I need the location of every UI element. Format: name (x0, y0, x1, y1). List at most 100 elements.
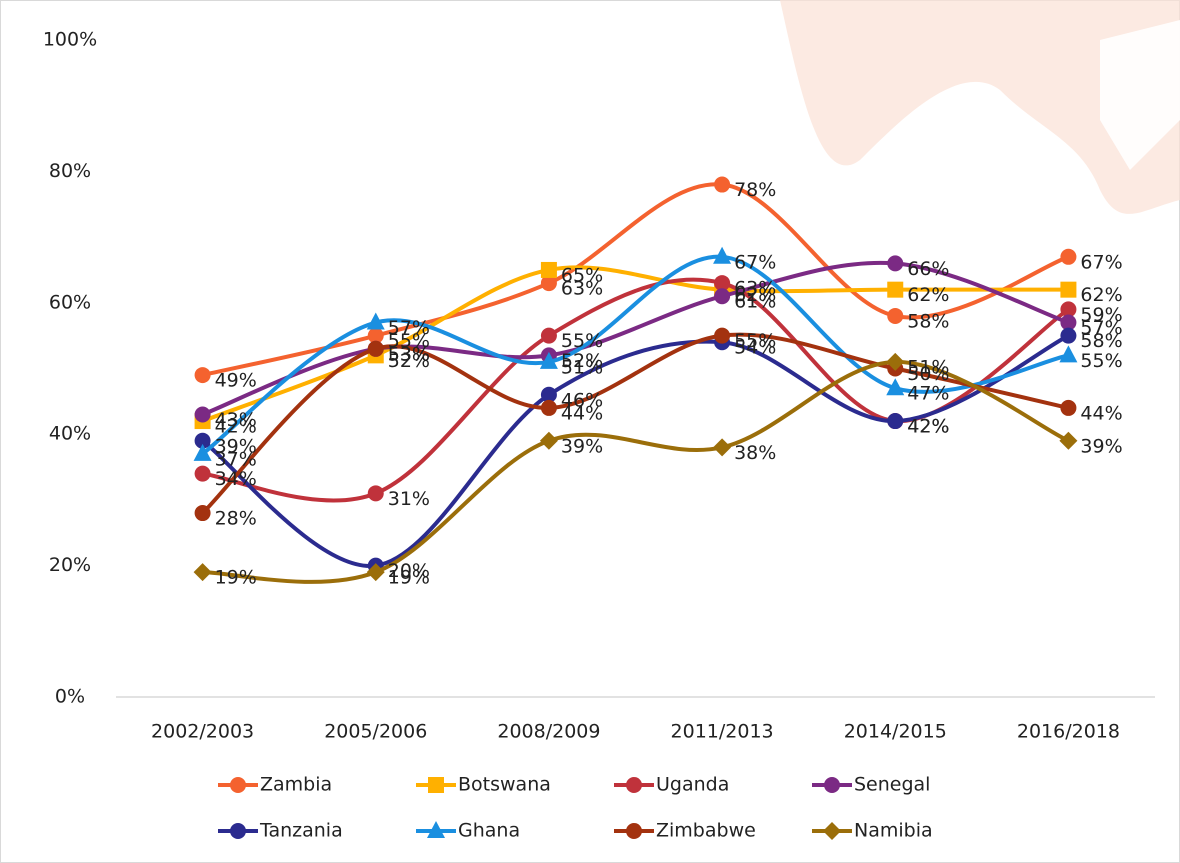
data-point (540, 275, 557, 292)
background-decoration (780, 0, 1180, 214)
legend-item: Uganda (614, 774, 729, 796)
data-label: 67% (1080, 251, 1122, 273)
data-point (713, 438, 732, 457)
legend: Zambia Botswana Uganda Senegal Tanzania Ghana… (218, 774, 933, 842)
data-label: 43% (215, 409, 257, 431)
series-line (201, 260, 1070, 417)
series-line (202, 182, 1070, 378)
data-label: 65% (561, 264, 603, 286)
y-tick-label: 20% (49, 554, 91, 576)
series-line (201, 265, 1069, 423)
series (193, 246, 1078, 461)
data-point (540, 327, 557, 344)
data-label: 62% (907, 284, 949, 306)
legend-item: Namibia (812, 820, 933, 842)
x-tick-label: 2002/2003 (151, 721, 254, 743)
data-point (539, 431, 558, 450)
data-label: 54% (734, 337, 776, 359)
data-point (540, 399, 557, 416)
data-point (193, 563, 212, 582)
data-point (714, 176, 731, 193)
data-label: 42% (907, 416, 949, 438)
data-label: 53% (388, 343, 430, 365)
legend-marker (824, 777, 840, 793)
data-point (539, 351, 558, 369)
legend-item: Botswana (416, 774, 551, 796)
data-label: 42% (907, 416, 949, 438)
series-line (201, 254, 1069, 456)
data-label: 19% (388, 567, 430, 589)
legend-label: Ghana (458, 820, 520, 842)
data-label: 44% (1080, 402, 1122, 424)
data-point (887, 413, 904, 430)
data-label: 78% (734, 179, 776, 201)
data-label: 34% (215, 468, 257, 490)
legend-marker (823, 822, 841, 840)
data-point (194, 367, 211, 384)
data-point (367, 327, 384, 344)
data-label: 39% (1080, 435, 1122, 457)
data-label: 62% (1080, 284, 1122, 306)
data-label: 38% (734, 442, 776, 464)
data-point (367, 485, 384, 502)
data-point (1060, 301, 1077, 318)
data-label: 62% (734, 284, 776, 306)
data-label: 51% (907, 356, 949, 378)
y-tick-label: 80% (49, 160, 91, 182)
data-label: 57% (388, 317, 430, 339)
series-line (201, 333, 1070, 568)
legend-item: Senegal (812, 774, 930, 796)
data-point (714, 288, 731, 305)
series (194, 176, 1077, 384)
data-point (886, 378, 905, 396)
legend-label: Namibia (854, 820, 933, 842)
data-point (1059, 431, 1078, 450)
data-label: 37% (215, 448, 257, 470)
legend-item: Zambia (218, 774, 332, 796)
data-label: 46% (561, 389, 603, 411)
x-tick-label: 2005/2006 (324, 721, 427, 743)
data-label: 67% (734, 251, 776, 273)
data-point (887, 307, 904, 324)
data-label: 19% (215, 567, 257, 589)
data-label: 61% (734, 291, 776, 313)
data-point (1060, 327, 1077, 344)
data-label: 55% (1080, 350, 1122, 372)
data-point (194, 465, 211, 482)
y-tick-label: 40% (49, 423, 91, 445)
y-tick-label: 100% (43, 29, 97, 51)
legend-label: Botswana (458, 774, 551, 796)
x-tick-label: 2016/2018 (1017, 721, 1120, 743)
data-label: 49% (215, 370, 257, 392)
data-point (366, 563, 385, 582)
data-point (1059, 345, 1078, 363)
data-label: 52% (561, 350, 603, 372)
series (193, 352, 1078, 584)
x-tick-label: 2011/2013 (671, 721, 774, 743)
data-label: 53% (388, 343, 430, 365)
data-point (1060, 314, 1077, 331)
y-tick-label: 0% (55, 686, 85, 708)
legend-label: Zambia (260, 774, 332, 796)
data-label: 66% (907, 258, 949, 280)
data-point (887, 281, 904, 298)
legend-marker (427, 821, 445, 838)
data-label: 55% (734, 330, 776, 352)
data-label: 39% (215, 435, 257, 457)
data-label: 42% (215, 416, 257, 438)
data-label: 20% (388, 560, 430, 582)
data-point (194, 505, 211, 522)
legend-item: Tanzania (218, 820, 343, 842)
data-point (194, 432, 211, 449)
data-point (1060, 399, 1077, 416)
data-label: 57% (1080, 317, 1122, 339)
data-point (714, 275, 731, 292)
data-point (886, 352, 905, 371)
data-label: 28% (215, 508, 257, 530)
data-point (366, 312, 385, 330)
data-label: 50% (907, 363, 949, 385)
data-label: 47% (907, 383, 949, 405)
data-point (887, 255, 904, 272)
